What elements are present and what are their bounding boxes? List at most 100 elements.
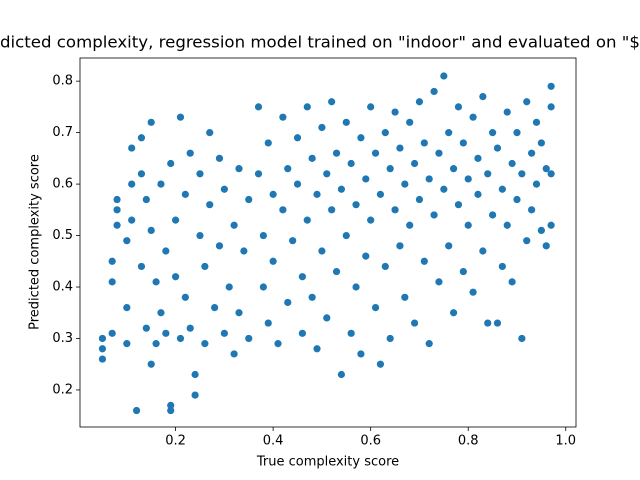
scatter-point <box>449 309 458 317</box>
scatter-point <box>191 370 199 379</box>
scatter-point <box>245 195 253 204</box>
scatter-point <box>181 190 189 198</box>
scatter-point <box>196 170 204 178</box>
x-tick-label: 0.8 <box>458 434 479 449</box>
scatter-point <box>303 216 311 224</box>
scatter-point <box>128 144 136 152</box>
scatter-point <box>401 180 409 188</box>
scatter-point <box>113 221 121 229</box>
scatter-point <box>313 345 321 353</box>
scatter-point <box>357 350 365 358</box>
y-tick-label: 0.7 <box>52 125 73 140</box>
scatter-point <box>513 195 521 204</box>
scatter-point <box>137 134 146 142</box>
scatter-point <box>440 185 448 193</box>
scatter-point <box>425 340 433 348</box>
scatter-point <box>435 149 443 157</box>
scatter-point <box>269 257 277 265</box>
scatter-point <box>108 278 116 286</box>
scatter-point <box>259 231 267 240</box>
scatter-point <box>445 129 453 137</box>
scatter-point <box>503 221 511 229</box>
scatter-point <box>108 257 116 265</box>
scatter-point <box>547 103 555 111</box>
scatter-point <box>206 129 214 137</box>
scatter-point <box>162 247 170 255</box>
scatter-point <box>449 165 458 173</box>
scatter-point <box>225 283 233 291</box>
scatter-point <box>332 149 341 157</box>
scatter-point <box>162 329 170 337</box>
scatter-point <box>264 139 272 147</box>
scatter-point <box>137 170 146 178</box>
scatter-point <box>479 247 487 255</box>
scatter-point <box>142 195 150 204</box>
scatter-point <box>308 293 316 301</box>
scatter-point <box>381 262 389 271</box>
scatter-point <box>435 278 443 286</box>
axes-frame <box>79 57 577 428</box>
scatter-point <box>147 360 155 368</box>
scatter-point <box>313 190 321 198</box>
scatter-point <box>328 98 336 106</box>
scatter-point <box>176 113 185 121</box>
scatter-point <box>396 242 404 250</box>
scatter-point <box>357 134 365 142</box>
scatter-point <box>157 309 165 317</box>
scatter-point <box>498 185 506 193</box>
scatter-point <box>347 329 355 337</box>
scatter-point <box>191 391 199 399</box>
scatter-point <box>381 129 389 137</box>
scatter-point <box>201 340 209 348</box>
scatter-point <box>459 139 467 147</box>
scatter-point <box>235 165 243 173</box>
scatter-point <box>547 82 555 90</box>
scatter-point <box>469 288 477 296</box>
scatter-point <box>367 103 375 111</box>
scatter-point <box>235 309 243 317</box>
scatter-point <box>201 262 209 271</box>
scatter-point <box>376 360 385 368</box>
scatter-point <box>371 149 380 157</box>
scatter-point <box>284 165 292 173</box>
scatter-point <box>464 221 472 229</box>
scatter-point <box>440 72 448 80</box>
y-tick-label: 0.5 <box>52 228 73 243</box>
scatter-point <box>142 324 150 332</box>
scatter-point <box>254 103 263 111</box>
scatter-point <box>430 87 438 96</box>
scatter-point <box>303 103 311 111</box>
scatter-point <box>415 98 424 106</box>
scatter-point <box>425 175 433 183</box>
scatter-point <box>532 180 541 188</box>
scatter-point <box>137 262 146 271</box>
scatter-point <box>215 154 224 162</box>
scatter-point <box>513 129 521 137</box>
x-tick-label: 0.4 <box>263 434 284 449</box>
scatter-point <box>167 401 175 409</box>
scatter-point <box>420 139 428 147</box>
scatter-point <box>220 329 228 337</box>
scatter-point <box>323 314 331 322</box>
y-tick-label: 0.8 <box>52 74 73 89</box>
scatter-point <box>147 118 155 126</box>
scatter-point <box>386 334 394 343</box>
scatter-point <box>186 324 194 332</box>
scatter-point <box>98 355 107 363</box>
scatter-point <box>342 231 350 240</box>
scatter-point <box>298 273 306 281</box>
scatter-point <box>376 190 385 198</box>
scatter-point <box>132 406 141 415</box>
scatter-point <box>493 144 502 152</box>
scatter-point <box>245 334 253 343</box>
scatter-point <box>230 221 238 229</box>
scatter-point <box>128 216 136 224</box>
scatter-point <box>518 334 526 343</box>
scatter-point <box>362 252 370 260</box>
x-tick-label: 0.2 <box>165 434 186 449</box>
scatter-point <box>415 195 424 204</box>
scatter-point <box>352 201 360 209</box>
scatter-point <box>264 319 272 327</box>
